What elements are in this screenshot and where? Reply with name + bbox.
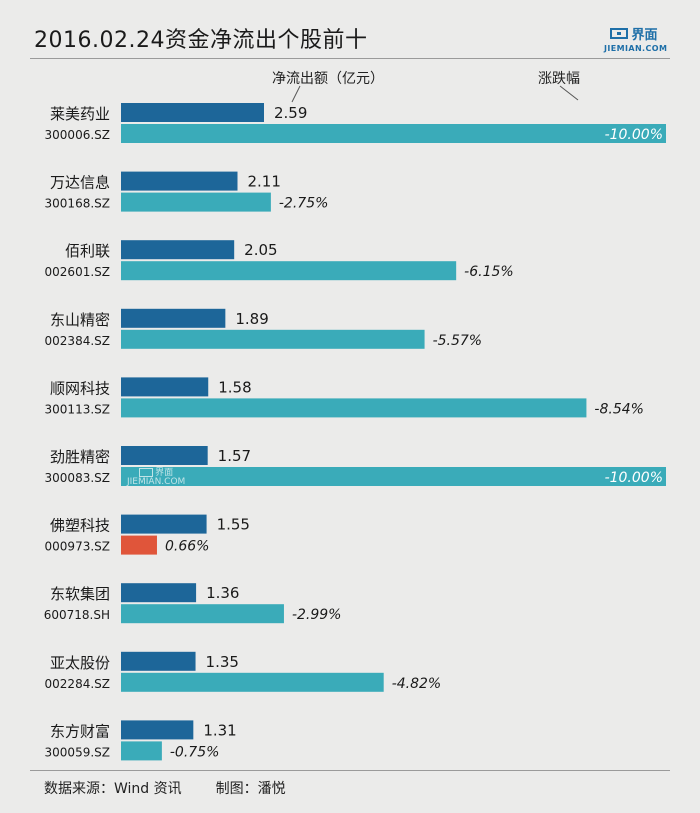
change-bar <box>121 535 157 555</box>
net-outflow-bar <box>121 171 238 191</box>
change-label: -2.75% <box>279 196 329 212</box>
change-bar <box>121 192 271 212</box>
net-outflow-label: 2.05 <box>244 241 277 259</box>
chart-author: 制图：潘悦 <box>215 781 286 797</box>
stock-name: 顺网科技 <box>50 379 110 397</box>
net-outflow-bar <box>121 377 209 397</box>
stock-name: 亚太股份 <box>50 654 110 672</box>
legend-change-pointer <box>559 85 579 101</box>
stock-name: 东方财富 <box>50 722 110 740</box>
change-bar <box>121 398 587 418</box>
change-label: 0.66% <box>165 539 209 555</box>
net-outflow-label: 1.89 <box>235 310 268 328</box>
stock-name: 佛塑科技 <box>50 517 110 535</box>
stock-code: 002284.SZ <box>45 677 110 691</box>
stock-name: 劲胜精密 <box>50 448 110 466</box>
net-outflow-bar <box>121 583 197 603</box>
stock-code: 002601.SZ <box>45 265 110 279</box>
net-outflow-label: 1.36 <box>206 584 239 602</box>
stock-code: 300083.SZ <box>45 471 110 485</box>
net-outflow-bar <box>121 446 208 465</box>
net-outflow-bar <box>121 720 194 740</box>
footer: 数据来源：Wind 资讯 制图：潘悦 <box>44 778 320 798</box>
net-outflow-label: 2.59 <box>274 104 307 122</box>
change-bar <box>121 672 384 692</box>
change-bar <box>121 741 162 761</box>
change-bar <box>121 329 425 349</box>
net-outflow-label: 1.58 <box>218 378 251 396</box>
watermark: 界面 JIEMIAN.COM <box>127 468 185 487</box>
stock-code: 300113.SZ <box>45 402 110 416</box>
top-divider <box>30 58 670 59</box>
stock-name: 万达信息 <box>50 174 110 192</box>
stock-code: 002384.SZ <box>45 334 110 348</box>
change-label: -10.00% <box>605 127 663 143</box>
net-outflow-label: 1.35 <box>206 653 239 671</box>
logo-subtext: JIEMIAN.COM <box>604 44 668 53</box>
legend-flow-pointer <box>291 85 301 103</box>
change-bar <box>121 124 666 143</box>
stock-name: 佰利联 <box>65 242 110 260</box>
legend-net-outflow: 净流出额（亿元） <box>272 71 384 87</box>
stock-name: 东山精密 <box>50 311 110 329</box>
jiemian-logo: 界面 JIEMIAN.COM <box>604 24 668 53</box>
stock-code: 000973.SZ <box>45 540 110 554</box>
stock-code: 300006.SZ <box>45 128 110 142</box>
change-label: -2.99% <box>292 607 342 623</box>
change-bar <box>121 467 666 486</box>
net-outflow-bar <box>121 308 226 328</box>
change-label: -4.82% <box>392 676 442 692</box>
change-label: -0.75% <box>170 744 220 760</box>
logo-icon <box>610 28 629 39</box>
net-outflow-bar <box>121 240 235 260</box>
watermark-subtext: JIEMIAN.COM <box>127 477 186 487</box>
watermark-icon <box>139 468 154 477</box>
net-outflow-label: 1.55 <box>217 516 250 534</box>
change-label: -5.57% <box>433 333 483 349</box>
change-label: -8.54% <box>594 401 644 417</box>
stock-name: 莱美药业 <box>50 105 110 123</box>
stock-code: 300059.SZ <box>45 745 110 759</box>
stock-code: 300168.SZ <box>45 197 110 211</box>
watermark-text: 界面 <box>155 468 174 478</box>
chart-title: 2016.02.24资金净流出个股前十 <box>34 28 368 53</box>
stock-name: 东软集团 <box>50 585 110 603</box>
change-bar <box>121 604 284 624</box>
change-label: -6.15% <box>464 264 514 280</box>
stock-code: 600718.SH <box>44 608 110 622</box>
net-outflow-bar <box>121 651 196 671</box>
net-outflow-label: 1.57 <box>218 447 251 465</box>
logo-text: 界面 <box>631 28 658 43</box>
change-label: -10.00% <box>605 470 663 486</box>
net-outflow-label: 1.31 <box>203 721 236 739</box>
net-outflow-bar <box>121 103 264 122</box>
data-source: 数据来源：Wind 资讯 <box>44 781 182 797</box>
net-outflow-label: 2.11 <box>247 173 280 191</box>
legend-change: 涨跌幅 <box>538 71 580 87</box>
net-outflow-bar <box>121 514 207 534</box>
change-bar <box>121 261 457 281</box>
bottom-divider <box>30 770 670 771</box>
